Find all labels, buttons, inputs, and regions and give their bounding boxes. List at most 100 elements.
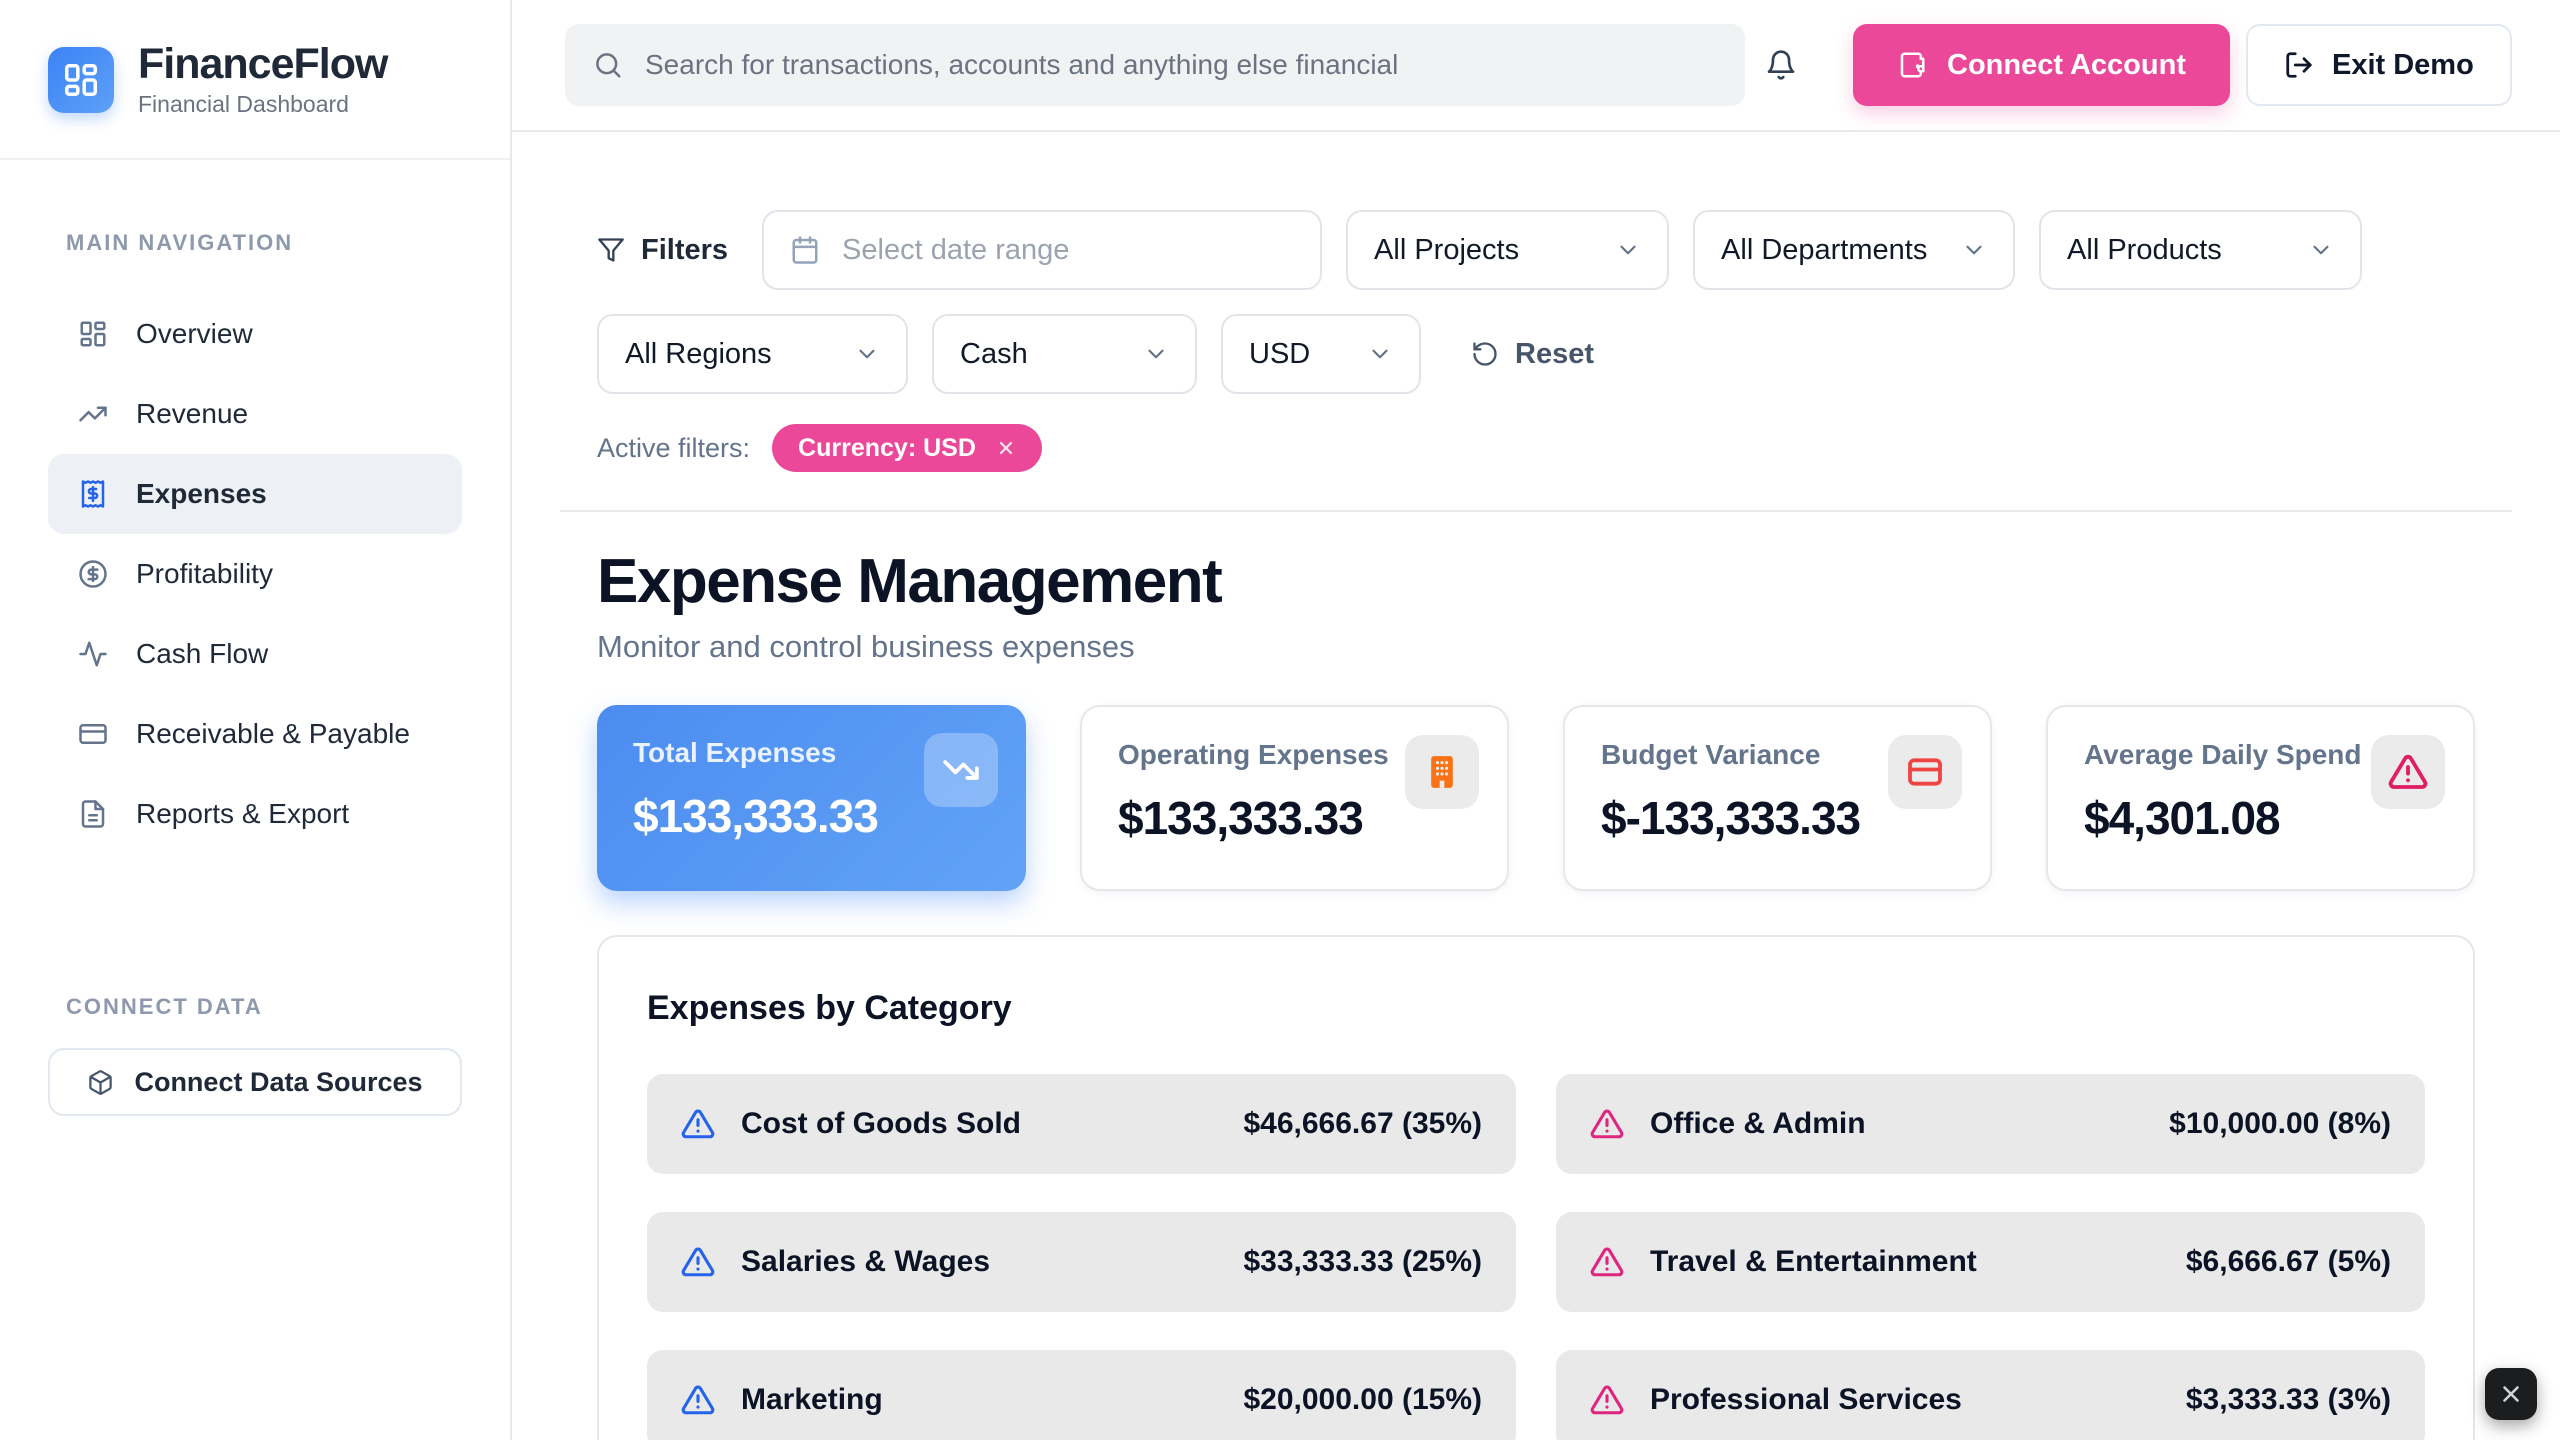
- connect-data-sources-label: Connect Data Sources: [134, 1066, 423, 1097]
- rotate-ccw-icon: [1473, 342, 1497, 366]
- category-value: $33,333.33 (25%): [1243, 1245, 1482, 1278]
- app-title: FinanceFlow: [138, 40, 388, 88]
- category-value: $6,666.67 (5%): [2185, 1245, 2391, 1278]
- category-name: Office & Admin: [1650, 1107, 1866, 1140]
- nav-section-header: MAIN NAVIGATION: [66, 230, 294, 256]
- alert-triangle-icon: [1590, 1245, 1624, 1279]
- category-name: Travel & Entertainment: [1650, 1245, 1977, 1278]
- sidebar-item-label: Cash Flow: [136, 638, 269, 670]
- sidebar-nav: MAIN NAVIGATION Overview Revenue Expense…: [0, 160, 510, 1440]
- sidebar-item-label: Expenses: [136, 478, 267, 510]
- filters-label: Filters: [597, 234, 728, 267]
- sidebar-item-receivable-payable[interactable]: Receivable & Payable: [48, 694, 462, 774]
- cube-icon: [87, 1069, 114, 1096]
- sidebar-item-label: Overview: [136, 318, 253, 350]
- sidebar: FinanceFlow Financial Dashboard MAIN NAV…: [0, 0, 512, 1440]
- sidebar-item-revenue[interactable]: Revenue: [48, 374, 462, 454]
- category-name: Professional Services: [1650, 1383, 1962, 1416]
- accounting-basis-select[interactable]: Cash: [932, 314, 1197, 394]
- projects-select[interactable]: All Projects: [1346, 210, 1670, 290]
- search-input[interactable]: [645, 49, 1717, 81]
- credit-card-icon: [1888, 735, 1962, 809]
- brand: FinanceFlow Financial Dashboard: [0, 0, 510, 161]
- sidebar-item-label: Reports & Export: [136, 798, 350, 830]
- dashboard-grid-icon: [78, 319, 108, 349]
- category-value: $46,666.67 (35%): [1243, 1107, 1482, 1140]
- app-subtitle: Financial Dashboard: [138, 91, 349, 118]
- active-filter-chip-currency[interactable]: Currency: USD: [772, 424, 1042, 472]
- stat-label: Budget Variance: [1601, 739, 1821, 770]
- expenses-by-category-card: Expenses by Category Cost of Goods Sold …: [597, 935, 2475, 1440]
- regions-select[interactable]: All Regions: [597, 314, 908, 394]
- projects-select-value: All Projects: [1374, 233, 1520, 266]
- connect-data-section-header: CONNECT DATA: [66, 994, 263, 1020]
- sidebar-item-cash-flow[interactable]: Cash Flow: [48, 614, 462, 694]
- stat-value: $-133,333.33: [1601, 792, 1861, 844]
- wallet-icon: [1900, 52, 1925, 78]
- regions-select-value: All Regions: [625, 337, 772, 370]
- building-icon: [1405, 735, 1479, 809]
- active-filter-chip-label: Currency: USD: [798, 433, 976, 462]
- category-value: $10,000.00 (8%): [2169, 1107, 2391, 1140]
- stat-label: Operating Expenses: [1118, 739, 1389, 770]
- search-bar[interactable]: [565, 24, 1745, 106]
- search-icon: [596, 53, 621, 78]
- category-row-travel-entertainment: Travel & Entertainment $6,666.67 (5%): [1556, 1212, 2425, 1312]
- filters-row-2: All Regions Cash USD: [597, 314, 2475, 394]
- stat-card-operating-expenses: Operating Expenses $133,333.33: [1080, 705, 1509, 891]
- chevron-down-icon: [1367, 341, 1393, 367]
- chevron-down-icon: [1143, 341, 1169, 367]
- accounting-basis-select-value: Cash: [960, 337, 1028, 370]
- currency-select-value: USD: [1249, 337, 1311, 370]
- stat-card-total-expenses: Total Expenses $133,333.33: [597, 705, 1026, 891]
- active-filters-label: Active filters:: [597, 432, 751, 463]
- category-name: Marketing: [741, 1383, 883, 1416]
- log-out-icon: [2286, 52, 2312, 78]
- products-select[interactable]: All Products: [2039, 210, 2363, 290]
- page-title: Expense Management: [597, 547, 1223, 616]
- reset-label: Reset: [1515, 337, 1594, 370]
- alert-triangle-icon: [1590, 1107, 1624, 1141]
- notifications-bell-button[interactable]: [1757, 37, 1805, 93]
- category-name: Cost of Goods Sold: [741, 1107, 1021, 1140]
- file-text-icon: [78, 799, 108, 829]
- main-area: Connect Account Exit Demo Filters: [512, 0, 2560, 1440]
- expenses-by-category-title: Expenses by Category: [647, 989, 1012, 1027]
- sidebar-item-overview[interactable]: Overview: [48, 294, 462, 374]
- exit-demo-button[interactable]: Exit Demo: [2245, 24, 2512, 106]
- connect-data-sources-button[interactable]: Connect Data Sources: [48, 1048, 462, 1117]
- page-content: Filters Select date range All Projects A…: [512, 132, 2560, 1440]
- alert-triangle-icon: [1590, 1383, 1624, 1417]
- chevron-down-icon: [854, 341, 880, 367]
- connect-account-button[interactable]: Connect Account: [1853, 24, 2230, 106]
- departments-select[interactable]: All Departments: [1693, 210, 2016, 290]
- sidebar-item-expenses[interactable]: Expenses: [48, 454, 462, 535]
- alert-triangle-icon: [681, 1245, 715, 1279]
- remove-filter-icon[interactable]: [996, 438, 1016, 458]
- activity-pulse-icon: [78, 639, 108, 669]
- sidebar-item-profitability[interactable]: Profitability: [48, 534, 462, 614]
- date-range-input[interactable]: Select date range: [762, 210, 1323, 290]
- sidebar-item-reports-export[interactable]: Reports & Export: [48, 774, 462, 854]
- active-filters-row: Active filters: Currency: USD: [597, 424, 2475, 472]
- category-name: Salaries & Wages: [741, 1245, 991, 1278]
- exit-demo-label: Exit Demo: [2331, 48, 2474, 81]
- departments-select-value: All Departments: [1721, 233, 1928, 266]
- currency-select[interactable]: USD: [1221, 314, 1421, 394]
- date-range-placeholder: Select date range: [842, 233, 1070, 266]
- close-overlay-button[interactable]: [2485, 1368, 2537, 1420]
- reset-filters-button[interactable]: Reset: [1471, 338, 1594, 371]
- sidebar-item-label: Revenue: [136, 398, 249, 430]
- stat-value: $133,333.33: [1118, 792, 1364, 844]
- trending-up-icon: [78, 399, 108, 429]
- sidebar-item-label: Profitability: [136, 558, 273, 590]
- alert-triangle-icon: [681, 1383, 715, 1417]
- bell-icon: [1767, 50, 1795, 80]
- credit-card-icon: [78, 719, 108, 749]
- page-subtitle: Monitor and control business expenses: [597, 629, 1135, 664]
- stat-label: Total Expenses: [633, 737, 837, 768]
- section-divider: [560, 510, 2512, 512]
- category-list: Cost of Goods Sold $46,666.67 (35%) Offi…: [647, 1074, 2425, 1440]
- category-row-professional-services: Professional Services $3,333.33 (3%): [1556, 1350, 2425, 1440]
